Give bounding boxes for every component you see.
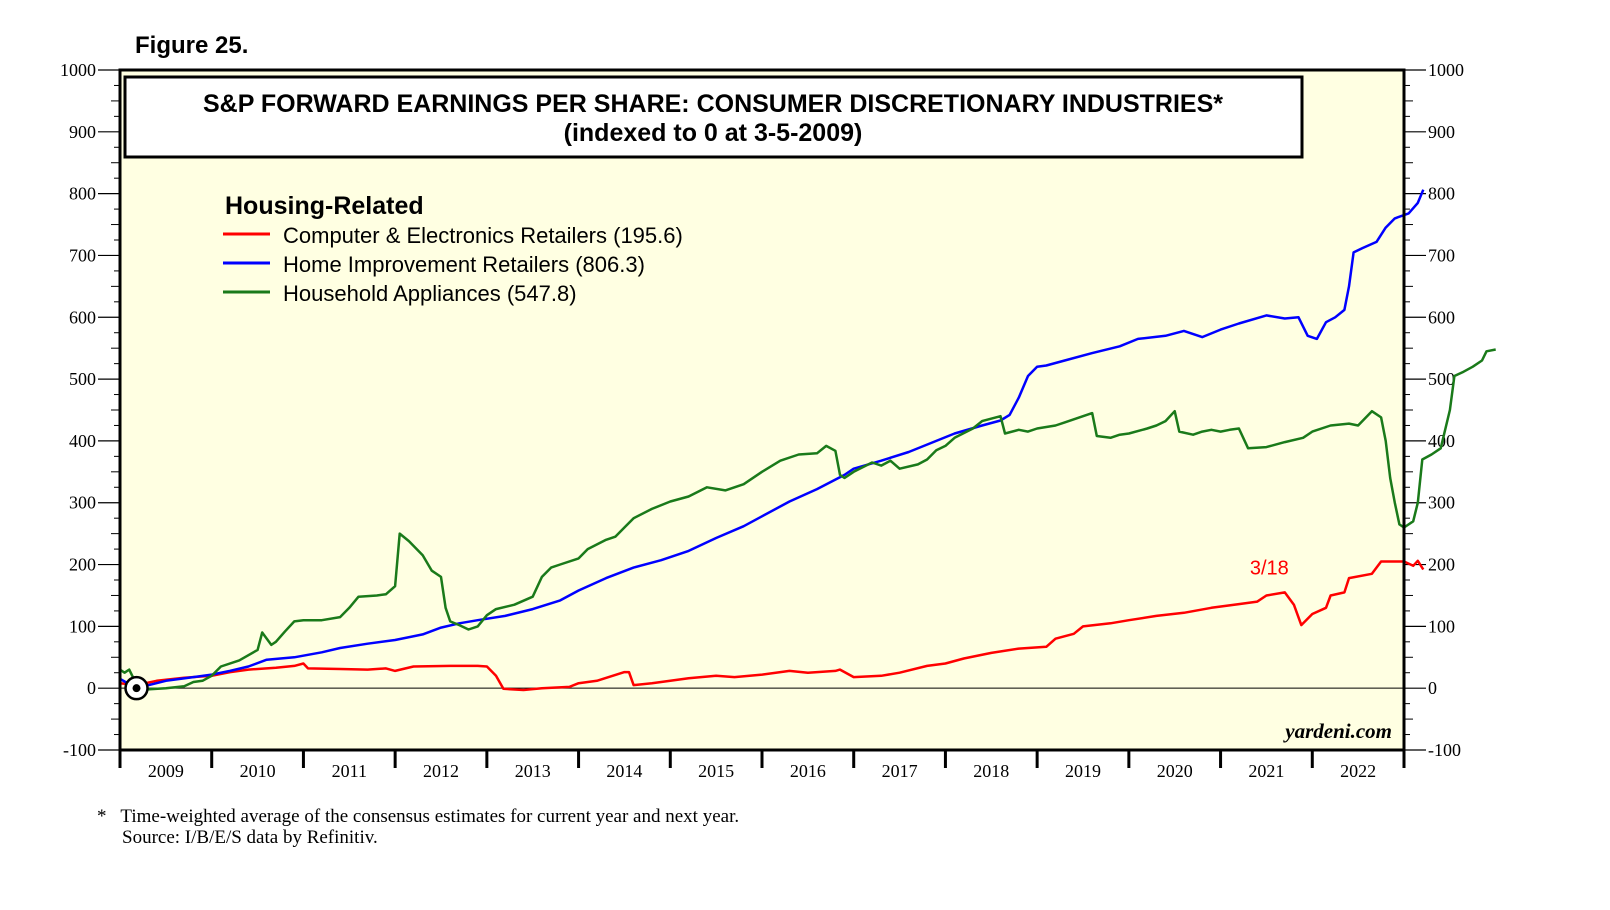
title-box [123, 75, 1304, 159]
y-tick-label-left: 700 [69, 245, 96, 265]
y-tick-label-right: 900 [1428, 122, 1455, 142]
legend: Housing-Related Computer & Electronics R… [223, 192, 683, 306]
legend-label-computer-electronics: Computer & Electronics Retailers (195.6) [283, 223, 683, 248]
x-tick-label: 2013 [515, 761, 551, 781]
y-tick-label-left: 200 [69, 555, 96, 575]
source-note: Source: I/B/E/S data by Refinitiv. [122, 827, 378, 848]
x-tick-label: 2011 [332, 761, 367, 781]
x-tick-label: 2022 [1340, 761, 1376, 781]
plot-frame [118, 68, 1406, 752]
x-tick-label: 2018 [973, 761, 1009, 781]
x-tick-label: 2020 [1157, 761, 1193, 781]
series-line-1 [119, 189, 1425, 690]
x-tick-label: 2021 [1248, 761, 1284, 781]
legend-title: Housing-Related [225, 192, 424, 220]
y-tick-label-right: 800 [1428, 184, 1455, 204]
x-tick-label: 2012 [423, 761, 459, 781]
chart-title: S&P FORWARD EARNINGS PER SHARE: CONSUMER… [203, 90, 1223, 118]
figure-label: Figure 25. [135, 32, 248, 59]
x-tick-label: 2017 [882, 761, 918, 781]
series-layer [119, 189, 1496, 701]
x-tick-label: 2014 [606, 761, 642, 781]
plot-area [120, 70, 1404, 750]
x-tick-label: 2009 [148, 761, 184, 781]
y-tick-label-left: 500 [69, 369, 96, 389]
y-tick-label-left: 900 [69, 122, 96, 142]
series-line-0 [119, 559, 1425, 692]
y-tick-label-left: 1000 [60, 60, 96, 80]
y-tick-label-right: 300 [1428, 493, 1455, 513]
footnote: * Time-weighted average of the consensus… [97, 806, 739, 827]
y-tick-label-right: 200 [1428, 555, 1455, 575]
x-tick-label: 2019 [1065, 761, 1101, 781]
y-tick-label-left: 100 [69, 616, 96, 636]
legend-label-home-improvement: Home Improvement Retailers (806.3) [283, 252, 645, 277]
end-date-annotation: 3/18 [1250, 557, 1289, 579]
y-tick-label-left: 0 [87, 678, 96, 698]
y-tick-label-right: 1000 [1428, 60, 1464, 80]
y-tick-label-right: 0 [1428, 678, 1437, 698]
y-tick-label-left: 400 [69, 431, 96, 451]
y-tick-label-right: 100 [1428, 616, 1455, 636]
y-tick-label-right: 500 [1428, 369, 1455, 389]
watermark: yardeni.com [1282, 719, 1392, 743]
y-tick-label-left: -100 [63, 740, 96, 760]
x-tick-label: 2015 [698, 761, 734, 781]
y-tick-label-left: 300 [69, 493, 96, 513]
y-tick-label-left: 800 [69, 184, 96, 204]
y-tick-label-right: 700 [1428, 245, 1455, 265]
y-tick-label-right: -100 [1428, 740, 1461, 760]
legend-label-household-appliances: Household Appliances (547.8) [283, 281, 577, 306]
x-tick-label: 2016 [790, 761, 826, 781]
y-tick-label-left: 600 [69, 307, 96, 327]
x-tick-label: 2010 [240, 761, 276, 781]
y-tick-label-right: 600 [1428, 307, 1455, 327]
chart-subtitle: (indexed to 0 at 3-5-2009) [564, 119, 863, 147]
reference-dot-marker [132, 684, 141, 693]
series-line-2 [119, 348, 1496, 691]
